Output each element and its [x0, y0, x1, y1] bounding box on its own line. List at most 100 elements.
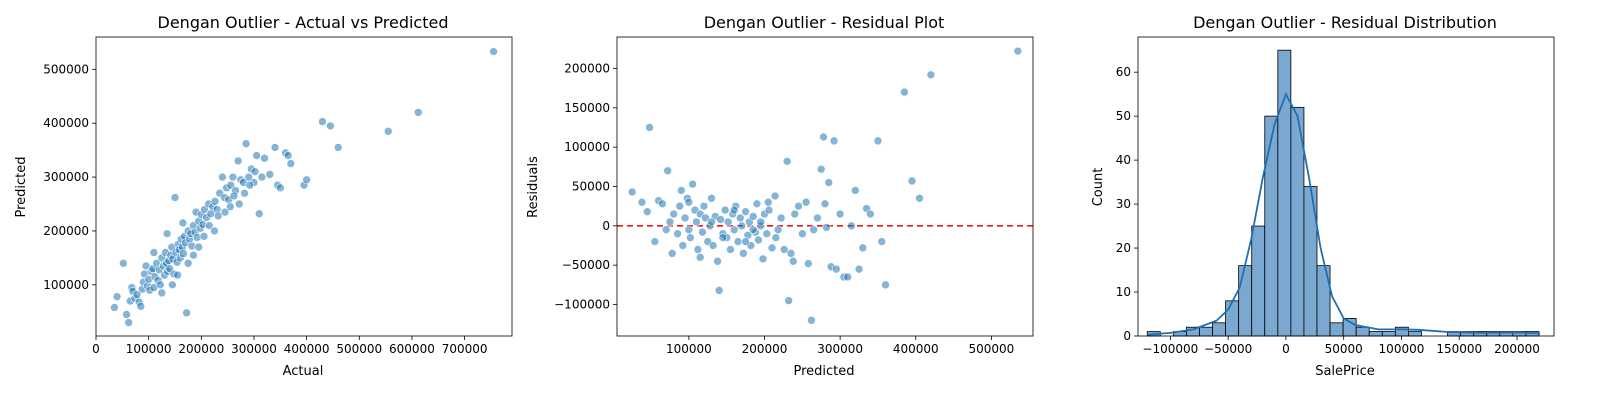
histogram-bar [1381, 331, 1396, 337]
data-point [741, 237, 750, 246]
y-tick-label: 400000 [43, 116, 89, 130]
data-point [813, 213, 822, 223]
data-point [729, 205, 739, 215]
data-point [716, 215, 725, 224]
data-point [645, 123, 654, 132]
x-tick-label: 300000 [231, 342, 277, 356]
x-tick-label: 500000 [968, 342, 1014, 356]
data-point [383, 126, 393, 136]
data-point [173, 270, 182, 280]
data-point [179, 249, 188, 258]
x-axis-label: Actual [283, 364, 324, 379]
data-point [684, 197, 694, 207]
data-point [112, 292, 122, 301]
data-point [229, 191, 239, 201]
x-tick-label: 100000 [126, 342, 172, 356]
y-tick-label: 100000 [564, 140, 610, 154]
data-point [881, 280, 890, 290]
data-point [926, 70, 936, 80]
x-tick-label: 300000 [817, 342, 863, 356]
data-point [684, 225, 694, 235]
y-tick-label: 500000 [43, 62, 89, 76]
y-tick-label: 40 [1116, 153, 1131, 167]
y-tick-label: 50 [1116, 109, 1131, 123]
data-point [794, 201, 803, 211]
data-point [676, 186, 686, 195]
plot-frame [616, 36, 1034, 337]
data-point [809, 225, 818, 235]
kde-curve [1147, 92, 1541, 336]
y-tick-label: 200000 [564, 61, 610, 75]
data-point [110, 303, 119, 312]
chart-title: Dengan Outlier - Actual vs Predicted [158, 13, 449, 32]
data-point [762, 229, 772, 239]
data-point [770, 191, 780, 201]
data-point [213, 211, 223, 221]
data-point [665, 217, 675, 227]
data-point [873, 136, 883, 146]
data-point [767, 243, 777, 253]
data-point [776, 213, 786, 223]
histogram-bar [1355, 326, 1370, 337]
data-point [225, 202, 235, 212]
data-point [240, 188, 249, 198]
y-tick-label: 200000 [43, 224, 89, 238]
histogram-bar [1368, 331, 1383, 337]
data-point [739, 249, 748, 258]
data-point [155, 280, 165, 290]
data-point [318, 117, 327, 126]
data-point [820, 199, 830, 209]
data-point [829, 136, 839, 146]
data-point [661, 225, 671, 235]
data-point [1013, 46, 1023, 56]
data-point [782, 157, 792, 166]
data-point [218, 172, 227, 182]
data-point [658, 199, 667, 209]
data-point [688, 179, 697, 189]
data-point [907, 176, 917, 186]
histogram-bar [1238, 265, 1253, 337]
data-point [866, 209, 875, 219]
data-point [673, 229, 682, 239]
data-point [220, 207, 230, 217]
histogram-bar [1277, 49, 1292, 337]
data-point [786, 249, 796, 258]
data-point [254, 209, 264, 219]
data-point [228, 172, 238, 182]
data-point [835, 209, 845, 219]
data-point [119, 258, 128, 268]
data-point [756, 217, 766, 227]
data-point [302, 175, 311, 185]
data-point [733, 237, 743, 246]
x-tick-label: 0 [1282, 342, 1290, 356]
data-point [698, 227, 707, 237]
data-point [858, 243, 868, 253]
data-point [915, 194, 924, 203]
data-point [283, 151, 293, 160]
data-point [276, 183, 285, 193]
data-point [807, 315, 816, 325]
data-point [210, 197, 220, 206]
data-point [847, 221, 856, 231]
x-tick-label: 400000 [893, 342, 939, 356]
data-point [707, 194, 716, 203]
x-tick-label: 200000 [742, 342, 788, 356]
data-point [854, 264, 864, 274]
data-point [752, 199, 762, 209]
data-point [226, 180, 236, 190]
data-point [241, 139, 251, 148]
x-tick-label: 200000 [178, 342, 224, 356]
y-tick-label: 0 [1123, 329, 1131, 343]
data-point [678, 241, 688, 250]
data-point [204, 221, 214, 230]
data-point [189, 250, 198, 260]
data-point [675, 201, 685, 211]
data-point [713, 256, 722, 266]
data-point [124, 318, 133, 327]
data-point [413, 108, 423, 117]
data-point [669, 209, 679, 219]
data-point [627, 187, 637, 197]
data-point [680, 213, 690, 223]
data-point [270, 143, 280, 152]
data-point [194, 242, 203, 252]
